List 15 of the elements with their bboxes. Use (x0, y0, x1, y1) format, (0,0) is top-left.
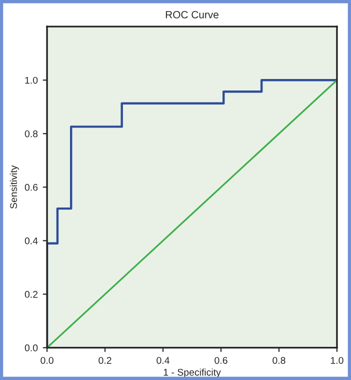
x-tick-label: 0.8 (272, 356, 286, 364)
x-tick-label: 0.4 (156, 356, 170, 364)
x-tick-label: 0.2 (98, 356, 112, 364)
y-tick-label: 0.4 (24, 237, 38, 244)
x-axis-title: 1 - Specificity (164, 368, 221, 378)
chart-title: ROC Curve (166, 10, 218, 18)
x-tick-label: 0.0 (40, 356, 54, 364)
x-tick-label: 1.0 (330, 356, 344, 364)
y-axis-title: Sensitivity (10, 165, 19, 209)
y-tick-label: 0.0 (24, 344, 38, 352)
y-tick-label: 0.8 (24, 130, 38, 138)
y-tick-label: 0.6 (24, 184, 38, 191)
y-tick-label: 0.2 (24, 290, 38, 298)
y-tick-label: 1.0 (25, 76, 38, 84)
x-tick-label: 0.6 (214, 356, 228, 364)
